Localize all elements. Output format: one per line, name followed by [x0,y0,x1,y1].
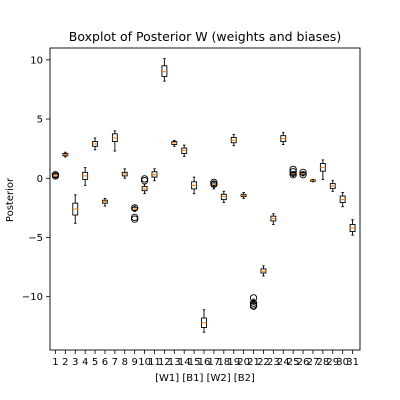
box-flier [51,171,60,179]
box-flier [249,302,258,310]
box-flier [249,299,258,307]
x-tick-label: 30 [336,357,349,368]
y-tick-label: 10 [30,55,43,66]
box-flier [299,168,307,177]
x-tick-label: 26 [297,357,310,368]
x-tick-label: 13 [168,357,181,368]
box-flier [210,178,218,187]
y-tick-label: −5 [28,233,43,244]
x-tick-label: 20 [237,357,250,368]
x-tick-label: 4 [82,357,88,368]
x-tick-label: 27 [307,357,320,368]
x-tick-label: 10 [138,357,151,368]
x-tick-label: 3 [72,357,78,368]
x-tick-label: 2 [62,357,68,368]
x-tick-label: 25 [287,357,300,368]
x-tick-label: 8 [122,357,128,368]
x-tick-label: 19 [227,357,240,368]
box-flier [140,176,149,185]
box-flier [289,165,297,174]
x-tick-label: 14 [178,357,191,368]
plot-frame [49,47,361,351]
y-tick-label: −10 [22,292,43,303]
x-tick-label: 6 [102,357,108,368]
x-tick-label: 23 [267,357,280,368]
y-tick-label: 5 [37,115,43,126]
box-flier [299,171,307,179]
box-flier [210,180,218,188]
x-tick-label: 17 [208,357,221,368]
x-tick-label: 18 [217,357,230,368]
box-flier [249,294,258,302]
x-tick-label: 11 [148,357,161,368]
x-tick-label: 1 [52,357,58,368]
x-axis-label: [W1] [B1] [W2] [B2] [155,373,255,384]
box-body [161,65,168,77]
box-flier [131,204,139,212]
box-flier [131,215,139,223]
box-flier [289,168,297,176]
box-flier [289,171,297,179]
x-tick-label: 28 [316,357,329,368]
x-tick-label: 31 [346,357,359,368]
x-tick-label: 24 [277,357,290,368]
box-flier [131,213,139,222]
x-tick-label: 9 [131,357,137,368]
x-tick-label: 15 [188,357,201,368]
x-tick-label: 22 [257,357,270,368]
x-tick-label: 29 [326,357,339,368]
y-tick-label: 0 [37,174,43,185]
box-flier [140,175,149,183]
x-tick-label: 21 [247,357,260,368]
x-tick-label: 7 [112,357,118,368]
x-tick-label: 12 [158,357,171,368]
chart-title: Boxplot of Posterior W (weights and bias… [69,29,341,44]
x-tick-label: 16 [198,357,211,368]
y-axis-label: Posterior [5,177,16,222]
x-tick-label: 5 [92,357,98,368]
